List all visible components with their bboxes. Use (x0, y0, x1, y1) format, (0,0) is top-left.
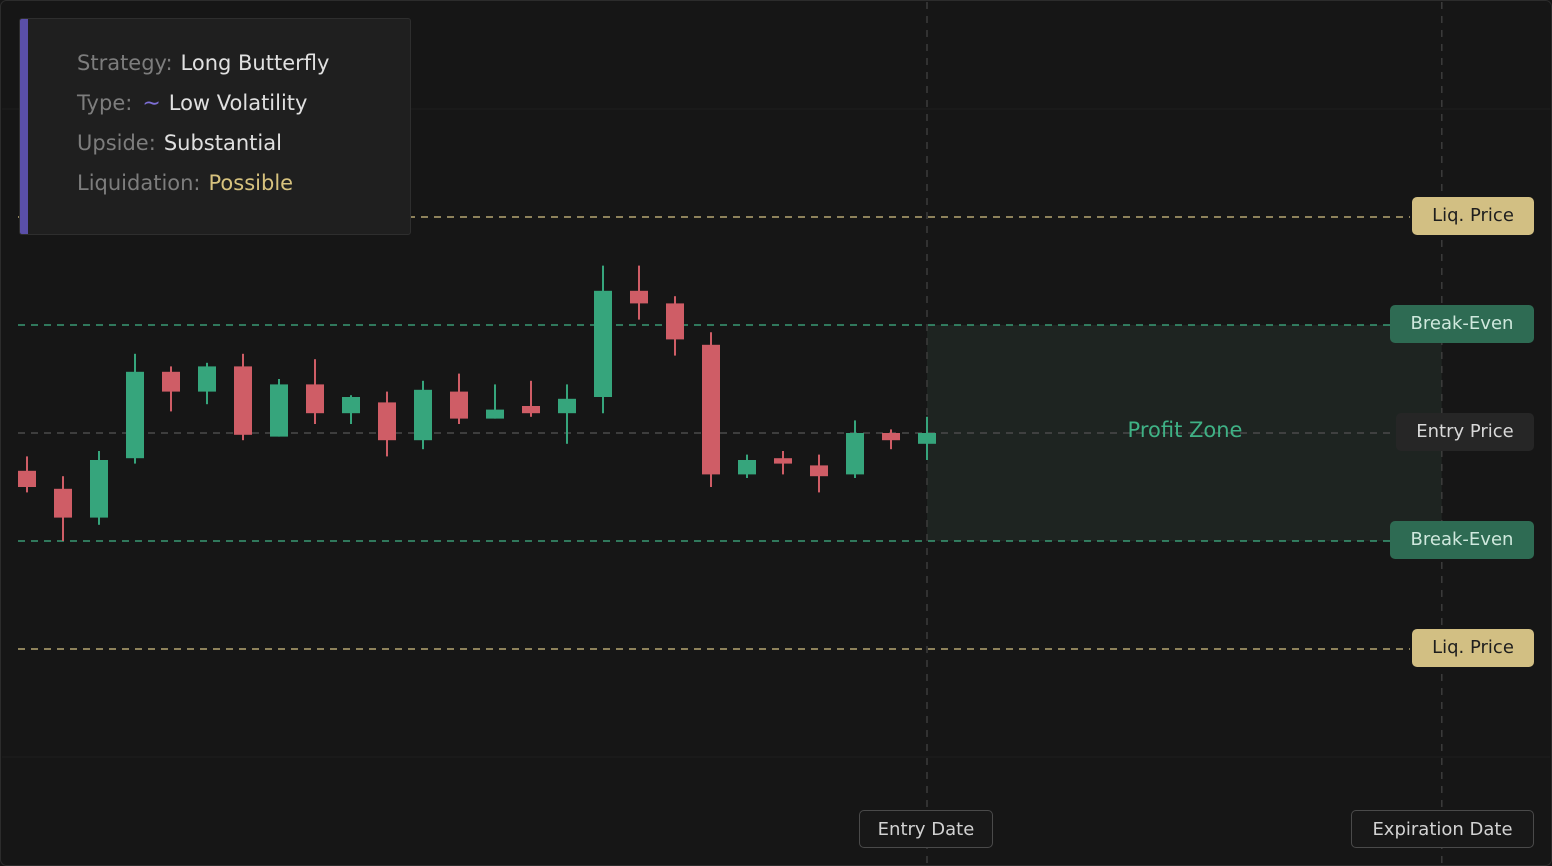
candle (126, 353, 144, 464)
candle (342, 395, 360, 424)
candle (162, 366, 180, 412)
breakeven-upper-tag: Break-Even (1390, 305, 1534, 343)
candle-body (270, 384, 288, 437)
candle-body (306, 384, 324, 414)
liquidation-label: Liquidation: (77, 171, 201, 195)
candle-body (234, 366, 252, 435)
candle-body (594, 290, 612, 397)
profit-zone-label: Profit Zone (1127, 418, 1243, 442)
type-value: Low Volatility (168, 91, 308, 115)
candle-body (126, 371, 144, 459)
candle-body (846, 433, 864, 475)
candle-body (882, 433, 900, 441)
candle (378, 391, 396, 457)
candle-body (486, 409, 504, 419)
type-label: Type: (77, 91, 133, 115)
candle-body (450, 391, 468, 419)
candle-body (810, 465, 828, 477)
candle-body (162, 371, 180, 392)
candle (486, 384, 504, 419)
candle-body (54, 488, 72, 518)
candle-body (414, 389, 432, 441)
candle (306, 359, 324, 424)
candle (558, 384, 576, 444)
type-row: Type: ∼ Low Volatility (77, 90, 307, 117)
candle (702, 332, 720, 487)
expiration-date-tag: Expiration Date (1351, 810, 1534, 848)
candle (810, 454, 828, 493)
candle-body (198, 366, 216, 392)
candle (270, 379, 288, 437)
upside-row: Upside: Substantial (77, 130, 282, 156)
candle-body (558, 398, 576, 414)
candle (54, 476, 72, 541)
candle-body (702, 344, 720, 475)
candle (846, 420, 864, 478)
candle (882, 429, 900, 450)
upside-value: Substantial (163, 131, 282, 155)
strategy-label: Strategy: (77, 51, 173, 75)
info-accent-bar (20, 19, 28, 234)
candle-body (738, 460, 756, 475)
strategy-value: Long Butterfly (180, 51, 330, 75)
candle (234, 353, 252, 441)
candle (90, 451, 108, 525)
candle (666, 296, 684, 356)
strategy-row: Strategy: Long Butterfly (77, 50, 329, 76)
candle (450, 373, 468, 424)
entry-price-tag: Entry Price (1396, 413, 1534, 451)
candle-body (522, 406, 540, 414)
candle-body (774, 458, 792, 464)
candle (918, 416, 936, 460)
liq-price-lower-tag: Liq. Price (1412, 629, 1534, 667)
liquidation-value: Possible (208, 171, 294, 195)
entry-date-tag: Entry Date (859, 810, 993, 848)
candle (18, 456, 36, 493)
candle (774, 451, 792, 475)
candle-body (918, 433, 936, 444)
candle (738, 454, 756, 478)
candle-body (666, 303, 684, 340)
candle (414, 380, 432, 450)
upside-label: Upside: (77, 131, 156, 155)
liq-price-upper-tag: Liq. Price (1412, 197, 1534, 235)
candle (198, 362, 216, 405)
candle-body (90, 460, 108, 518)
candle-body (18, 470, 36, 487)
candle (594, 265, 612, 414)
candle-body (378, 402, 396, 441)
candle-body (342, 397, 360, 414)
breakeven-lower-tag: Break-Even (1390, 521, 1534, 559)
candle-body (630, 290, 648, 304)
tilde-wave-icon: ∼ (142, 91, 161, 116)
candle (522, 380, 540, 417)
liquidation-row: Liquidation: Possible (77, 170, 293, 196)
strategy-info-card: Strategy: Long Butterfly Type: ∼ Low Volati… (19, 18, 411, 235)
candle (630, 265, 648, 320)
